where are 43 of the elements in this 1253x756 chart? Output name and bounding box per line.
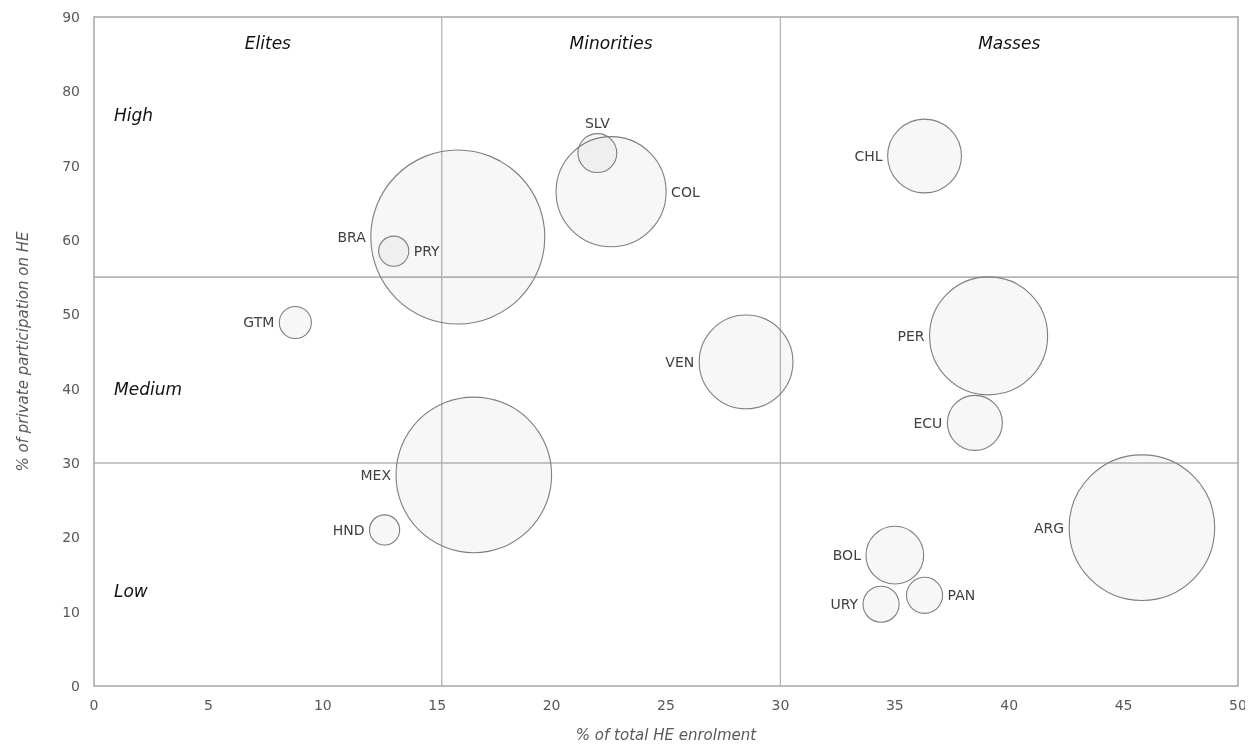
x-tick-label: 0 — [89, 697, 99, 713]
annotation: Medium — [114, 379, 182, 400]
x-tick-label: 35 — [885, 697, 904, 713]
x-tick-label: 20 — [542, 697, 561, 713]
y-axis-title: % of private participation on HE — [14, 231, 32, 472]
annotation: Minorities — [569, 33, 653, 53]
y-tick-label: 90 — [62, 8, 80, 25]
series-label: HND — [332, 521, 365, 538]
x-tick-label: 30 — [771, 697, 790, 713]
annotation: High — [114, 105, 154, 126]
y-tick-label: 40 — [62, 380, 80, 397]
y-tick-label: 0 — [71, 677, 80, 694]
series-label: MEX — [360, 466, 392, 483]
annotation: Masses — [978, 33, 1041, 53]
x-tick-label: 25 — [657, 697, 675, 713]
series-label: PRY — [413, 243, 441, 260]
y-tick-label: 30 — [62, 454, 80, 471]
series-label: PER — [897, 327, 925, 344]
x-axis-title: % of total HE enrolment — [575, 726, 758, 744]
annotation: Elites — [244, 33, 292, 53]
series-label: URY — [830, 596, 859, 613]
y-tick-label: 50 — [62, 306, 80, 323]
x-tick-label: 15 — [428, 697, 447, 713]
series-label: CHL — [854, 147, 883, 164]
series-label: VEN — [665, 353, 695, 370]
annotation: Low — [114, 580, 148, 601]
series-label: ARG — [1033, 519, 1065, 536]
y-tick-label: 10 — [62, 603, 80, 620]
series-label: PAN — [947, 587, 976, 604]
y-tick-label: 20 — [62, 529, 80, 546]
y-tick-label: 70 — [62, 157, 80, 174]
series-label: ECU — [913, 414, 943, 431]
y-tick-label: 60 — [62, 231, 80, 248]
x-tick-label: 5 — [203, 697, 213, 713]
y-tick-label: 80 — [62, 83, 80, 100]
series-label: BOL — [832, 547, 862, 564]
x-tick-label: 45 — [1114, 697, 1133, 713]
series-label: COL — [671, 183, 700, 200]
series-label: BRA — [337, 228, 367, 245]
series-label: GTM — [243, 314, 275, 331]
series-label: SLV — [584, 115, 611, 132]
x-tick-label: 10 — [313, 697, 332, 713]
x-tick-label: 40 — [1000, 697, 1019, 713]
